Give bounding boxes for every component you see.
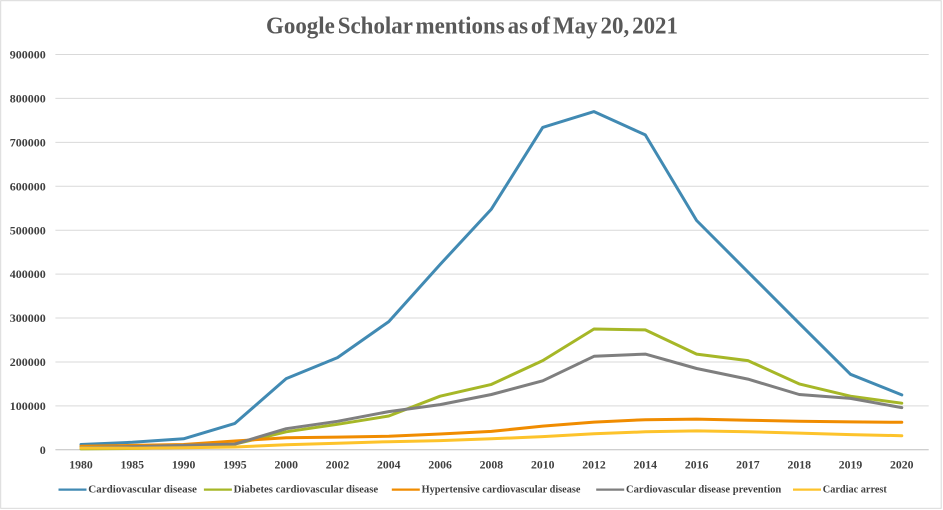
svg-text:2020: 2020 [890, 458, 914, 472]
svg-text:2014: 2014 [634, 458, 658, 472]
svg-text:2019: 2019 [839, 458, 863, 472]
svg-text:1985: 1985 [121, 458, 145, 472]
svg-text:Cardiovascular disease prevent: Cardiovascular disease prevention [626, 484, 782, 495]
svg-text:2002: 2002 [326, 458, 350, 472]
svg-text:2016: 2016 [685, 458, 709, 472]
svg-text:Cardiac arrest: Cardiac arrest [823, 484, 888, 495]
svg-text:100000: 100000 [10, 399, 46, 413]
svg-text:600000: 600000 [10, 179, 46, 193]
svg-text:0: 0 [40, 443, 46, 457]
svg-text:700000: 700000 [10, 136, 46, 150]
svg-text:200000: 200000 [10, 355, 46, 369]
svg-text:2017: 2017 [736, 458, 760, 472]
svg-text:500000: 500000 [10, 223, 46, 237]
svg-text:1995: 1995 [223, 458, 247, 472]
svg-text:1980: 1980 [69, 458, 93, 472]
svg-text:Diabetes cardiovascular diseas: Diabetes cardiovascular disease [234, 484, 379, 495]
svg-text:800000: 800000 [10, 92, 46, 106]
svg-text:2000: 2000 [274, 458, 298, 472]
svg-text:Cardiovascular disease: Cardiovascular disease [88, 484, 197, 495]
svg-text:2012: 2012 [582, 458, 606, 472]
svg-text:300000: 300000 [10, 311, 46, 325]
svg-text:Google Scholar mentions as of: Google Scholar mentions as of May 20, 20… [266, 13, 678, 40]
svg-text:2018: 2018 [787, 458, 811, 472]
svg-text:2010: 2010 [531, 458, 555, 472]
svg-text:400000: 400000 [10, 267, 46, 281]
svg-text:2008: 2008 [480, 458, 504, 472]
svg-text:1990: 1990 [172, 458, 196, 472]
svg-text:2004: 2004 [377, 458, 401, 472]
svg-text:2006: 2006 [428, 458, 452, 472]
svg-text:Hypertensive cardiovascular di: Hypertensive cardiovascular disease [422, 484, 581, 495]
svg-text:900000: 900000 [10, 48, 46, 62]
